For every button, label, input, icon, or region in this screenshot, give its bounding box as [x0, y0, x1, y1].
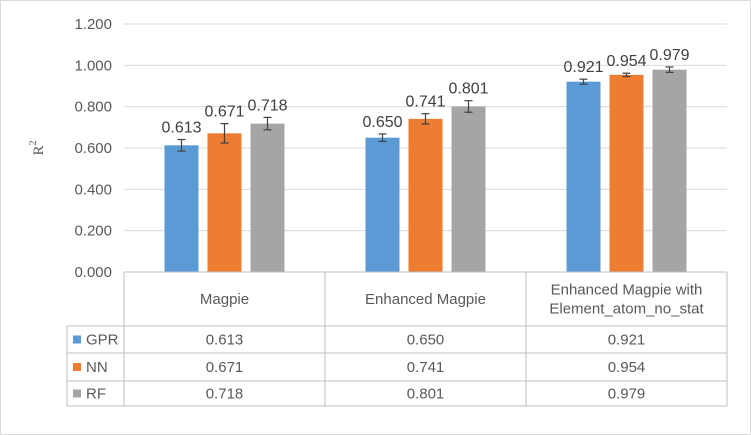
bar-gpr: [566, 81, 601, 272]
data-label: 0.741: [405, 94, 445, 111]
bar-nn: [408, 118, 443, 272]
bar-nn: [609, 74, 644, 272]
category-label: Magpie: [200, 291, 249, 308]
legend-label-nn: NN: [86, 359, 108, 376]
legend-swatch-rf: [73, 389, 81, 398]
y-axis-label: R2: [28, 140, 47, 155]
bar-gpr: [365, 137, 400, 272]
bar-gpr: [164, 145, 199, 272]
bar-rf: [250, 123, 285, 272]
data-label: 0.801: [448, 81, 488, 98]
category-label: Enhanced Magpie: [365, 291, 486, 308]
data-label: 0.613: [161, 120, 201, 137]
table-cell-value: 0.801: [407, 386, 445, 403]
data-label: 0.954: [606, 53, 646, 70]
table-cell-value: 0.921: [608, 332, 646, 349]
data-label: 0.671: [204, 104, 244, 121]
bar-nn: [207, 133, 242, 272]
table-cell-value: 0.741: [407, 359, 445, 376]
table-cell-value: 0.650: [407, 332, 445, 349]
bar-rf: [652, 69, 687, 272]
data-label: 0.718: [247, 97, 287, 114]
table-cell-value: 0.671: [206, 359, 244, 376]
y-tick-label: 0.200: [74, 223, 112, 240]
y-tick-label: 1.200: [74, 16, 112, 33]
legend-label-rf: RF: [86, 386, 106, 403]
table-cell-value: 0.979: [608, 386, 646, 403]
category-label: Enhanced Magpie with: [551, 282, 703, 299]
table-cell-value: 0.954: [608, 359, 646, 376]
y-tick-label: 0.000: [74, 264, 112, 281]
y-tick-label: 1.000: [74, 57, 112, 74]
data-label: 0.921: [563, 59, 603, 76]
bar-rf: [451, 106, 486, 273]
y-tick-label: 0.800: [74, 99, 112, 116]
legend-swatch-gpr: [73, 335, 81, 344]
category-label: Element_atom_no_stat: [549, 301, 704, 318]
legend-label-gpr: GPR: [86, 332, 119, 349]
data-label: 0.979: [649, 47, 689, 64]
table-cell-value: 0.613: [206, 332, 244, 349]
y-tick-label: 0.400: [74, 181, 112, 198]
data-label: 0.650: [362, 114, 402, 131]
y-tick-label: 0.600: [74, 140, 112, 157]
table-cell-value: 0.718: [206, 386, 244, 403]
legend-swatch-nn: [73, 363, 81, 371]
